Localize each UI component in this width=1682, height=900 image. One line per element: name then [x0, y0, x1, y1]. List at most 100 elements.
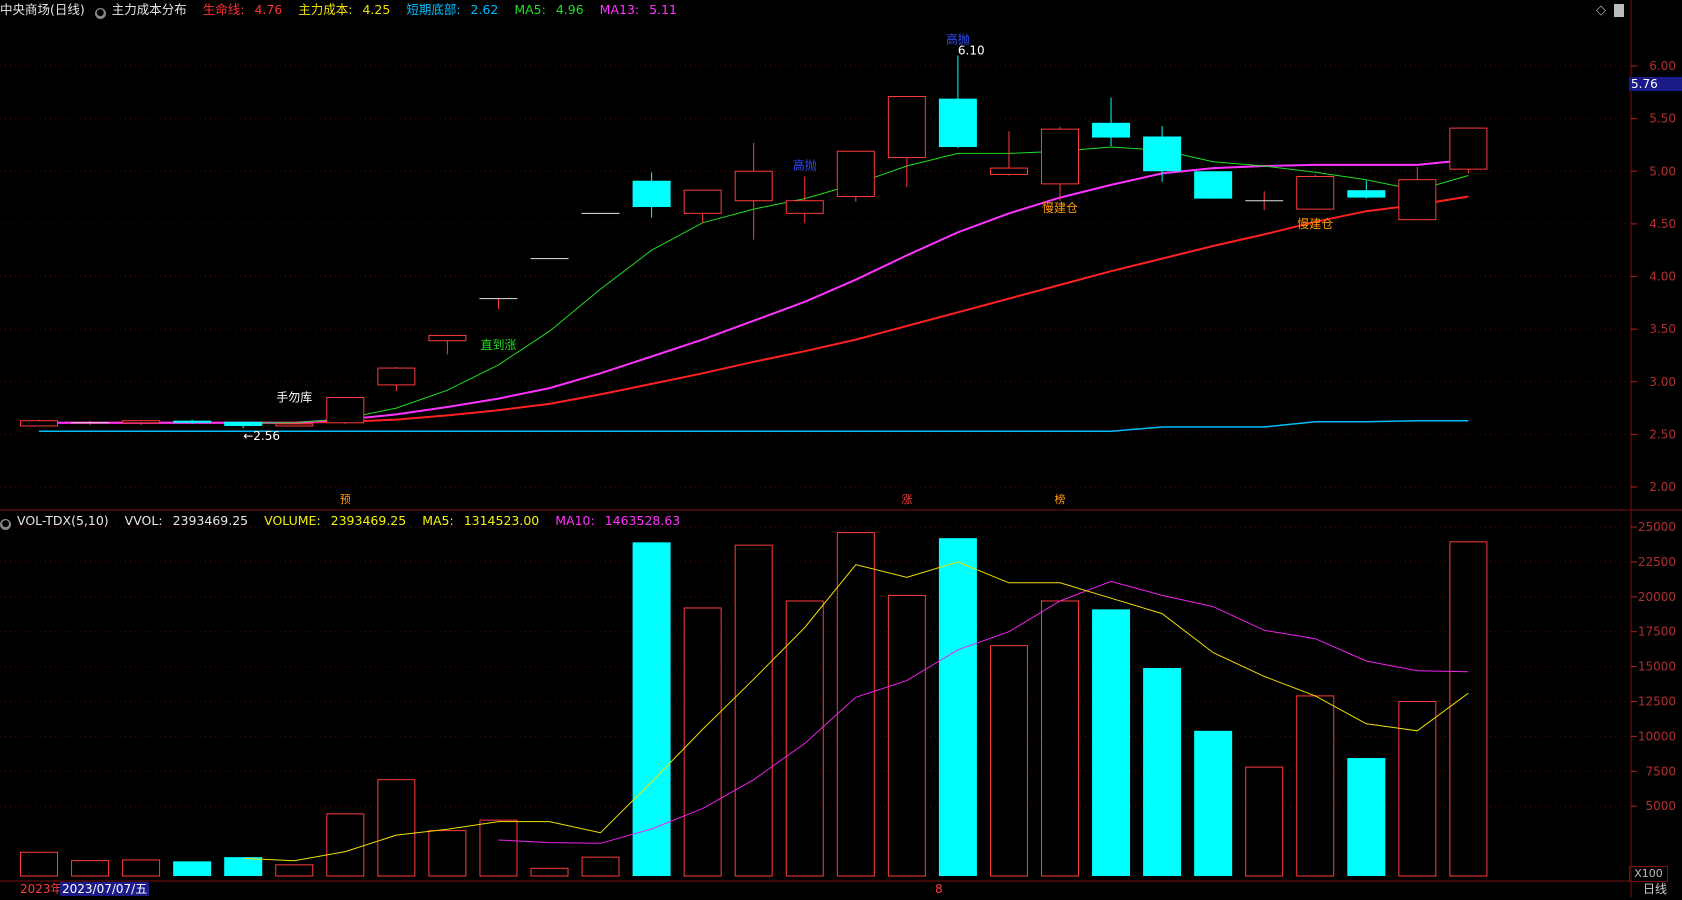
year-label: 2023年 — [20, 882, 63, 896]
candle-body — [122, 420, 161, 424]
scroll-arrow-icon[interactable] — [1614, 4, 1624, 17]
candle-body — [887, 96, 926, 159]
volume-bar — [632, 542, 671, 876]
candle-body — [1194, 171, 1233, 199]
volume-bar — [1194, 730, 1233, 876]
build-position-label-2: 慢建仓 — [1297, 217, 1333, 231]
volume-panel-header: ● VOL-TDX(5,10) VVOL: 2393469.25 VOLUME: … — [0, 511, 692, 531]
candle-body — [173, 420, 212, 423]
short-bottom-value: 2.62 — [470, 2, 499, 17]
candle-body — [785, 200, 824, 214]
price-tick-label: 5.00 — [1649, 164, 1676, 178]
vol-indicator-name[interactable]: VOL-TDX(5,10) — [17, 513, 109, 528]
stock-title[interactable]: 中央商场(日线) — [0, 2, 85, 17]
candle-body — [989, 167, 1028, 175]
volume-tick-label: 15000 — [1638, 660, 1676, 674]
short-bottom-label: 短期底部: — [406, 2, 461, 17]
hand-annotation: 手勿库 — [276, 390, 312, 405]
volume-bar — [887, 594, 926, 877]
vol-indicator-dot-icon[interactable]: ● — [0, 519, 11, 530]
volume-bar — [326, 813, 365, 877]
candle-body — [1143, 136, 1182, 172]
signal-marker-2: 涨 — [901, 493, 912, 506]
ma13-value: 5.11 — [649, 2, 677, 17]
vol-ma5-value: 1314523.00 — [463, 513, 540, 528]
volume-bar — [173, 861, 212, 876]
build-position-label-1: 慢建仓 — [1042, 201, 1078, 215]
candle-body — [326, 397, 365, 424]
candle-body — [1296, 176, 1335, 210]
ma5-value: 4.96 — [555, 2, 584, 17]
candle-body — [632, 180, 671, 208]
volume-ma10-line — [498, 580, 1469, 844]
lifeline-value: 4.76 — [254, 2, 283, 17]
volume-bar — [836, 532, 875, 877]
price-tick-label: 3.00 — [1649, 375, 1676, 389]
price-tick-label: 3.50 — [1649, 322, 1676, 336]
volume-bar — [428, 830, 467, 877]
candle-body — [224, 421, 263, 426]
volume-tick-label: 20000 — [1638, 590, 1676, 604]
volume-bar — [1092, 609, 1131, 876]
candle-body — [938, 98, 977, 148]
volume-tick-label: 12500 — [1638, 695, 1676, 709]
volume-tick-label: 7500 — [1645, 764, 1676, 778]
volume-bar — [224, 857, 263, 876]
volume-unit-label: X100 — [1629, 866, 1668, 882]
volume-bar — [938, 538, 977, 876]
vvol-value: 2393469.25 — [172, 513, 249, 528]
volume-tick-label: 5000 — [1645, 799, 1676, 813]
price-tick-label: 5.50 — [1649, 112, 1676, 126]
volume-tick-label: 10000 — [1638, 729, 1676, 743]
volume-bar — [581, 856, 620, 877]
vol-ma5-label: MA5: — [422, 513, 454, 528]
top-sell-label-1: 高抛 — [946, 31, 970, 46]
candle-body — [428, 334, 467, 342]
volume-bar — [71, 860, 110, 877]
ma13-label: MA13: — [599, 2, 640, 17]
volume-ma5-line — [243, 561, 1469, 862]
indicator-dot-icon[interactable]: ● — [94, 8, 106, 19]
candle-body — [20, 420, 58, 427]
volume-bar — [1041, 600, 1079, 877]
volume-tick-label: 17500 — [1638, 625, 1676, 639]
volume-bar — [122, 859, 161, 877]
low-price-label: ←2.56 — [243, 429, 280, 443]
indicator-name[interactable]: 主力成本分布 — [111, 2, 187, 17]
candle-body — [1449, 127, 1488, 170]
diamond-icon[interactable]: ◇ — [1596, 3, 1606, 18]
volume-bar — [1296, 695, 1335, 877]
main-cost-label: 主力成本: — [298, 2, 353, 17]
price-tick-label: 2.00 — [1649, 480, 1676, 494]
vvol-label: VVOL: — [124, 513, 163, 528]
volume-bar — [1398, 701, 1437, 877]
volume-bar — [377, 779, 416, 877]
volume-bar — [479, 819, 518, 877]
short-bottom-line — [39, 419, 1469, 432]
price-tick-label: 6.00 — [1649, 59, 1676, 73]
month-marker: 8 — [935, 882, 943, 896]
volume-bar — [20, 851, 58, 877]
candle-body — [683, 189, 722, 214]
ma5-label: MA5: — [514, 2, 546, 17]
volume-bar — [1245, 766, 1284, 877]
candle-body — [1398, 179, 1437, 221]
volume-bar — [1347, 758, 1386, 876]
period-label[interactable]: 日线 — [1643, 882, 1668, 896]
volume-tick-label: 22500 — [1638, 555, 1676, 569]
date-label: 2023/07/07/五 — [60, 882, 150, 896]
candle-body — [1347, 190, 1386, 198]
high-price-label: 6.10 — [958, 43, 985, 57]
volume-value: 2393469.25 — [330, 513, 407, 528]
volume-bar — [275, 864, 314, 877]
top-sell-label-2: 高抛 — [793, 157, 817, 172]
candle-body — [734, 170, 773, 202]
signal-marker-1: 预 — [340, 493, 351, 506]
price-tick-label: 4.00 — [1649, 270, 1676, 284]
candle-body — [1092, 122, 1131, 138]
volume-bar — [530, 867, 569, 877]
candle-body — [1041, 128, 1079, 185]
price-tick-label: 4.50 — [1649, 217, 1676, 231]
